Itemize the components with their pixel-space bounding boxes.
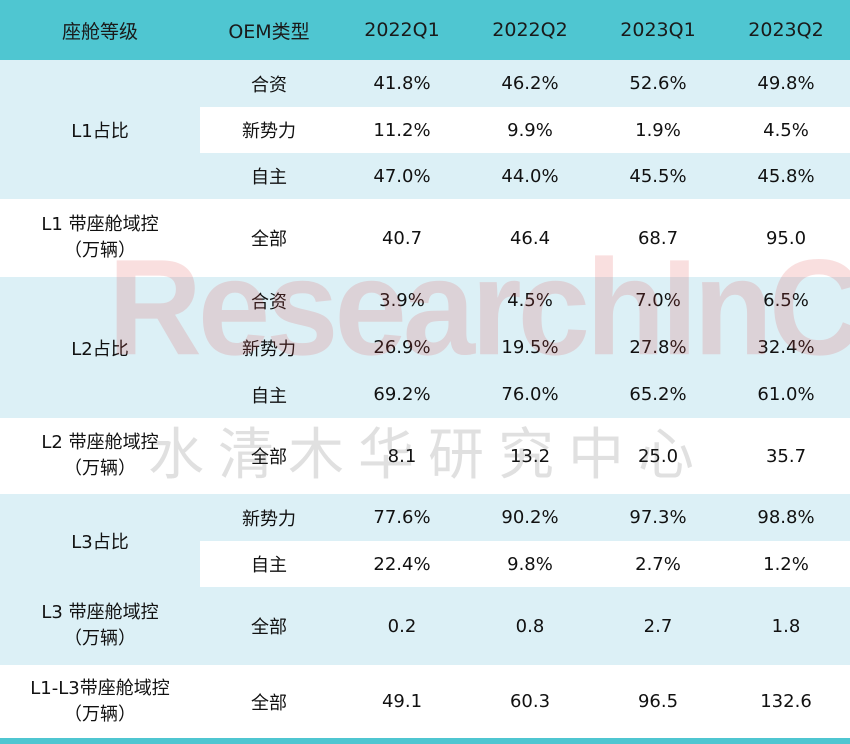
header-2022q1: 2022Q1 [338,0,466,60]
value-cell: 68.7 [594,199,722,277]
value-cell: 49.1 [338,665,466,744]
value-cell: 1.2% [722,541,850,587]
label-line: L2 带座舱域控 [41,432,159,453]
value-cell: 9.8% [466,541,594,587]
oem-type-cell: 自主 [200,371,338,418]
value-cell: 65.2% [594,371,722,418]
value-cell: 26.9% [338,324,466,371]
oem-type-cell: 合资 [200,60,338,107]
oem-type-cell: 全部 [200,418,338,494]
value-cell: 45.8% [722,153,850,199]
table-row: L1-L3带座舱域控 （万辆） 全部 49.1 60.3 96.5 132.6 [0,665,850,744]
oem-type-cell: 自主 [200,153,338,199]
value-cell: 11.2% [338,107,466,153]
value-cell: 69.2% [338,371,466,418]
label-unit: （万辆） [64,703,136,725]
value-cell: 3.9% [338,277,466,324]
value-cell: 0.2 [338,587,466,665]
value-cell: 35.7 [722,418,850,494]
label-line: L1 带座舱域控 [41,214,159,235]
value-cell: 46.4 [466,199,594,277]
value-cell: 25.0 [594,418,722,494]
value-cell: 95.0 [722,199,850,277]
table-row: 自主 69.2% 76.0% 65.2% 61.0% [0,371,850,418]
group-label-l2-share: L2占比 [0,277,200,418]
table-row: 新势力 11.2% 9.9% 1.9% 4.5% [0,107,850,153]
oem-type-cell: 合资 [200,277,338,324]
value-cell: 6.5% [722,277,850,324]
value-cell: 46.2% [466,60,594,107]
value-cell: 27.8% [594,324,722,371]
value-cell: 76.0% [466,371,594,418]
value-cell: 2.7 [594,587,722,665]
oem-type-cell: 新势力 [200,494,338,541]
value-cell: 49.8% [722,60,850,107]
table-row: L3 带座舱域控 （万辆） 全部 0.2 0.8 2.7 1.8 [0,587,850,665]
label-line: L3 带座舱域控 [41,602,159,623]
group-label-l1-volume: L1 带座舱域控 （万辆） [0,199,200,277]
value-cell: 52.6% [594,60,722,107]
value-cell: 4.5% [466,277,594,324]
value-cell: 60.3 [466,665,594,744]
table-row: 新势力 26.9% 19.5% 27.8% 32.4% [0,324,850,371]
header-cockpit-level: 座舱等级 [0,0,200,60]
table-row: L1 带座舱域控 （万辆） 全部 40.7 46.4 68.7 95.0 [0,199,850,277]
value-cell: 77.6% [338,494,466,541]
oem-type-cell: 全部 [200,665,338,744]
label-unit: （万辆） [64,628,136,649]
value-cell: 4.5% [722,107,850,153]
value-cell: 44.0% [466,153,594,199]
value-cell: 22.4% [338,541,466,587]
value-cell: 61.0% [722,371,850,418]
table-row: 自主 22.4% 9.8% 2.7% 1.2% [0,541,850,587]
value-cell: 1.8 [722,587,850,665]
value-cell: 98.8% [722,494,850,541]
group-label-total-volume: L1-L3带座舱域控 （万辆） [0,665,200,744]
oem-type-cell: 全部 [200,587,338,665]
value-cell: 32.4% [722,324,850,371]
value-cell: 90.2% [466,494,594,541]
value-cell: 132.6 [722,665,850,744]
value-cell: 2.7% [594,541,722,587]
value-cell: 9.9% [466,107,594,153]
value-cell: 97.3% [594,494,722,541]
value-cell: 8.1 [338,418,466,494]
label-line: L1-L3带座舱域控 [30,677,170,699]
header-2023q1: 2023Q1 [594,0,722,60]
group-label-l1-share: L1占比 [0,60,200,199]
oem-type-cell: 全部 [200,199,338,277]
oem-type-cell: 自主 [200,541,338,587]
group-label-l2-volume: L2 带座舱域控 （万辆） [0,418,200,494]
table-row: L2 带座舱域控 （万辆） 全部 8.1 13.2 25.0 35.7 [0,418,850,494]
label-unit: （万辆） [64,458,136,479]
value-cell: 41.8% [338,60,466,107]
label-unit: （万辆） [64,240,136,261]
value-cell: 7.0% [594,277,722,324]
table-row: L2占比 合资 3.9% 4.5% 7.0% 6.5% [0,277,850,418]
value-cell: 0.8 [466,587,594,665]
table-row: L1占比 合资 41.8% 46.2% 52.6% 49.8% [0,60,850,199]
value-cell: 13.2 [466,418,594,494]
header-2022q2: 2022Q2 [466,0,594,60]
group-label-l3-volume: L3 带座舱域控 （万辆） [0,587,200,665]
header-row: 座舱等级 OEM类型 2022Q1 2022Q2 2023Q1 2023Q2 [0,0,850,60]
group-label-l3-share: L3占比 [0,494,200,587]
header-oem-type: OEM类型 [200,0,338,60]
value-cell: 1.9% [594,107,722,153]
value-cell: 96.5 [594,665,722,744]
header-2023q2: 2023Q2 [722,0,850,60]
oem-type-cell: 新势力 [200,107,338,153]
oem-type-cell: 新势力 [200,324,338,371]
value-cell: 19.5% [466,324,594,371]
table-row: 自主 47.0% 44.0% 45.5% 45.8% [0,153,850,199]
table-row: L3占比 新势力 77.6% 90.2% 97.3% 98.8% [0,494,850,587]
value-cell: 40.7 [338,199,466,277]
value-cell: 45.5% [594,153,722,199]
value-cell: 47.0% [338,153,466,199]
